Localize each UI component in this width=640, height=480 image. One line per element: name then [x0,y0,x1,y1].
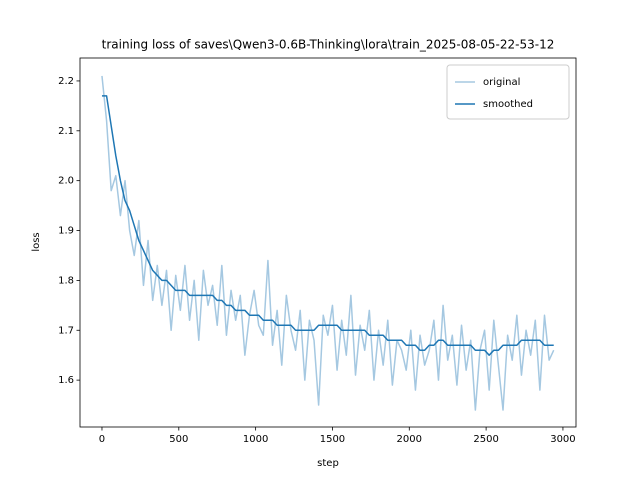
y-tick-label: 1.7 [58,325,74,336]
x-axis-label: step [317,458,339,469]
y-axis-label: loss [31,232,42,251]
x-tick-label: 3000 [550,434,575,445]
x-tick-label: 1000 [243,434,268,445]
chart-title: training loss of saves\Qwen3-0.6B-Thinki… [102,38,555,52]
legend-label: smoothed [483,99,533,110]
x-tick-label: 500 [169,434,188,445]
series-line [101,75,555,411]
x-tick-label: 2500 [473,434,498,445]
series-line [101,95,554,356]
x-tick-label: 0 [99,434,105,445]
legend-box [446,64,570,120]
y-tick-label: 1.6 [58,375,74,386]
plot-frame [79,57,577,428]
x-tick-label: 1500 [320,434,345,445]
x-tick-label: 2000 [397,434,422,445]
y-tick-label: 2.0 [58,176,74,187]
y-tick-label: 1.8 [58,275,74,286]
y-tick-label: 2.1 [58,126,74,137]
y-tick-label: 2.2 [58,76,74,87]
legend-label: original [483,77,520,88]
y-tick-label: 1.9 [58,226,74,237]
